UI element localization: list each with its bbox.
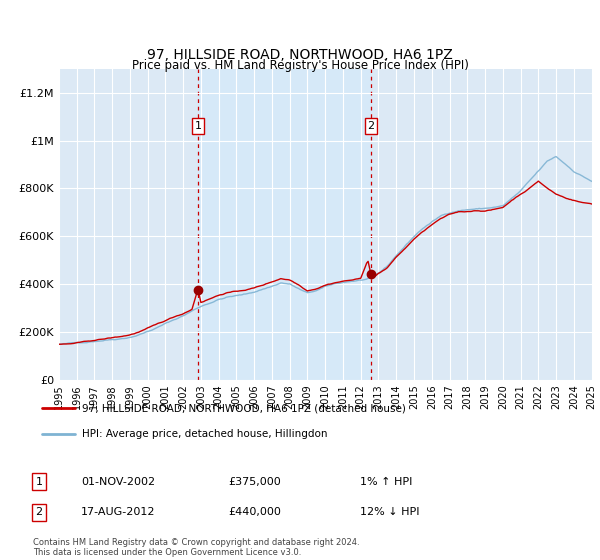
Text: Price paid vs. HM Land Registry's House Price Index (HPI): Price paid vs. HM Land Registry's House … xyxy=(131,59,469,72)
Text: 2: 2 xyxy=(35,507,43,517)
Text: 12% ↓ HPI: 12% ↓ HPI xyxy=(360,507,419,517)
Text: 2: 2 xyxy=(368,122,374,131)
Bar xyxy=(198,69,371,380)
Text: £440,000: £440,000 xyxy=(228,507,281,517)
Text: £375,000: £375,000 xyxy=(228,477,281,487)
Text: Contains HM Land Registry data © Crown copyright and database right 2024.
This d: Contains HM Land Registry data © Crown c… xyxy=(33,538,359,557)
Text: 97, HILLSIDE ROAD, NORTHWOOD, HA6 1PZ (detached house): 97, HILLSIDE ROAD, NORTHWOOD, HA6 1PZ (d… xyxy=(82,403,406,413)
Text: 1: 1 xyxy=(194,122,202,131)
Text: 17-AUG-2012: 17-AUG-2012 xyxy=(81,507,155,517)
Text: 97, HILLSIDE ROAD, NORTHWOOD, HA6 1PZ: 97, HILLSIDE ROAD, NORTHWOOD, HA6 1PZ xyxy=(147,48,453,62)
Text: 01-NOV-2002: 01-NOV-2002 xyxy=(81,477,155,487)
Text: 1: 1 xyxy=(35,477,43,487)
Text: HPI: Average price, detached house, Hillingdon: HPI: Average price, detached house, Hill… xyxy=(82,430,328,440)
Text: 1% ↑ HPI: 1% ↑ HPI xyxy=(360,477,412,487)
